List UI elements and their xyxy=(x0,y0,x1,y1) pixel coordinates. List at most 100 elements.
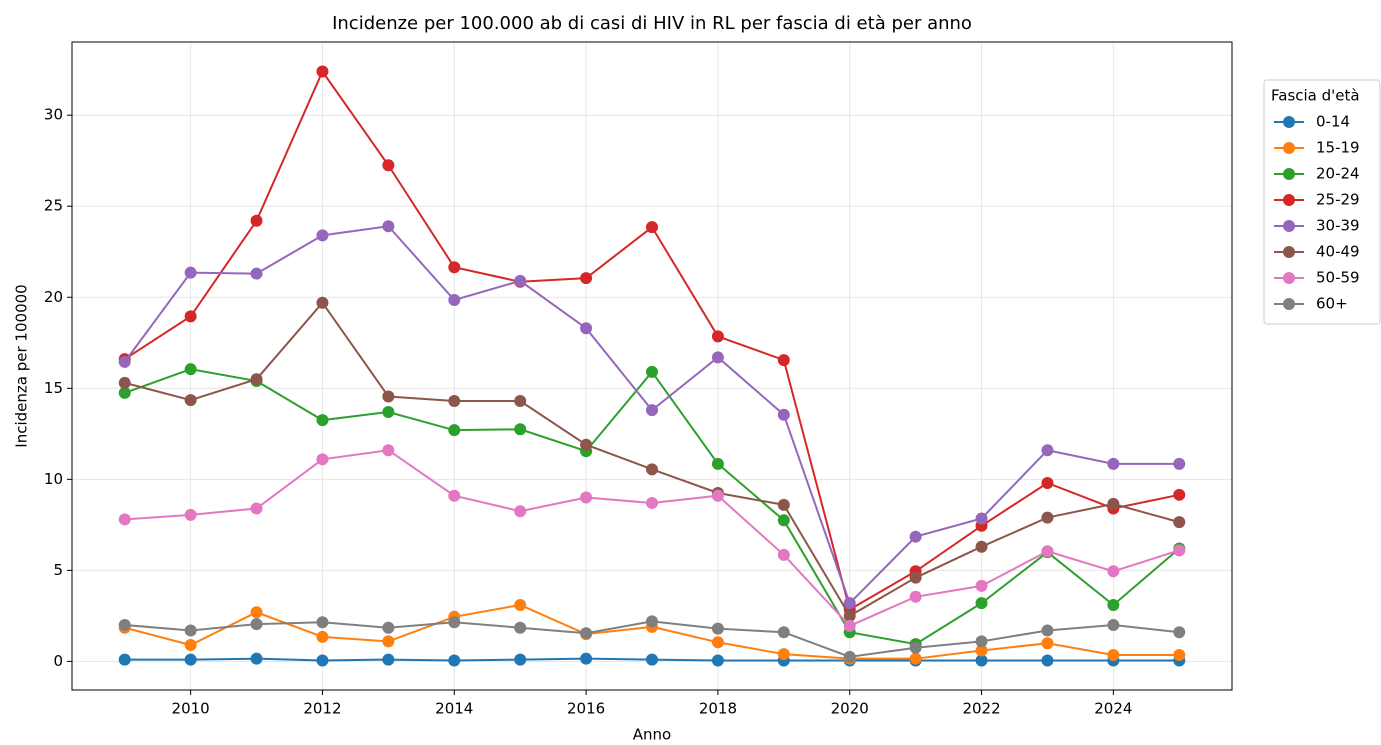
data-point xyxy=(580,438,593,451)
legend-label: 0-14 xyxy=(1316,113,1350,131)
x-tick-label: 2014 xyxy=(435,700,473,718)
legend-box xyxy=(1263,79,1381,325)
x-axis-label: Anno xyxy=(633,726,671,744)
y-tick-label: 30 xyxy=(44,106,63,124)
data-point xyxy=(975,635,988,648)
data-point xyxy=(975,579,988,592)
data-point xyxy=(580,272,593,285)
data-point xyxy=(909,530,922,543)
data-point xyxy=(382,653,395,666)
y-axis-label: Incidenza per 100000 xyxy=(13,284,31,447)
data-point xyxy=(711,330,724,343)
data-point xyxy=(316,229,329,242)
data-point xyxy=(448,654,461,667)
data-point xyxy=(1107,497,1120,510)
x-tick-label: 2010 xyxy=(172,700,210,718)
data-point xyxy=(1041,444,1054,457)
data-point xyxy=(118,618,131,631)
data-point xyxy=(448,424,461,437)
data-point xyxy=(250,267,263,280)
y-tick-label: 10 xyxy=(44,470,63,488)
data-point xyxy=(646,404,658,417)
data-point xyxy=(1041,476,1054,489)
data-point xyxy=(646,653,658,666)
plot-frame xyxy=(71,41,1233,691)
data-point xyxy=(184,508,197,521)
data-point xyxy=(646,365,658,378)
data-point xyxy=(184,310,197,323)
x-tick-label: 2022 xyxy=(962,700,1000,718)
data-point xyxy=(975,540,988,553)
data-point xyxy=(118,376,131,389)
data-point xyxy=(184,394,197,407)
data-point xyxy=(448,489,461,502)
data-point xyxy=(1041,545,1054,558)
legend-label: 60+ xyxy=(1316,295,1348,313)
legend-label: 20-24 xyxy=(1316,165,1360,183)
data-point xyxy=(975,597,988,610)
data-point xyxy=(514,598,527,611)
data-point xyxy=(580,491,593,504)
data-point xyxy=(1041,637,1054,650)
data-point xyxy=(316,453,329,466)
data-point xyxy=(1173,626,1186,639)
data-point xyxy=(777,648,790,661)
x-tick-label: 2020 xyxy=(831,700,869,718)
legend-label: 40-49 xyxy=(1316,243,1360,261)
data-point xyxy=(250,373,263,386)
data-point xyxy=(448,395,461,408)
data-point xyxy=(1173,516,1186,529)
data-point xyxy=(580,652,593,665)
data-point xyxy=(777,514,790,527)
data-point xyxy=(777,548,790,561)
data-point xyxy=(250,214,263,227)
y-tick-label: 0 xyxy=(53,652,63,670)
data-point xyxy=(382,220,395,233)
x-tick-label: 2024 xyxy=(1094,700,1132,718)
data-point xyxy=(843,619,856,632)
data-point xyxy=(184,653,197,666)
y-tick-label: 25 xyxy=(44,197,63,215)
legend-swatch-marker xyxy=(1283,116,1295,128)
data-point xyxy=(316,296,329,309)
x-tick-label: 2012 xyxy=(303,700,341,718)
data-point xyxy=(580,627,593,640)
data-point xyxy=(975,512,988,525)
data-point xyxy=(711,654,724,667)
data-point xyxy=(1041,654,1054,667)
data-point xyxy=(646,221,658,234)
y-tick-label: 15 xyxy=(44,379,63,397)
legend-label: 15-19 xyxy=(1316,139,1360,157)
data-point xyxy=(184,639,197,652)
data-point xyxy=(777,626,790,639)
legend-title: Fascia d'età xyxy=(1271,87,1360,105)
data-point xyxy=(1107,457,1120,470)
data-point xyxy=(777,354,790,367)
legend-swatch-marker xyxy=(1283,298,1295,310)
data-point xyxy=(1107,618,1120,631)
data-point xyxy=(250,652,263,665)
data-point xyxy=(909,590,922,603)
data-point xyxy=(316,630,329,643)
data-point xyxy=(184,624,197,637)
data-point xyxy=(184,363,197,376)
series-line xyxy=(124,301,1180,618)
data-point xyxy=(909,652,922,665)
data-point xyxy=(777,408,790,421)
data-point xyxy=(1041,511,1054,524)
data-point xyxy=(1173,488,1186,501)
legend-swatch-marker xyxy=(1283,272,1295,284)
data-point xyxy=(316,65,329,78)
data-point xyxy=(1041,624,1054,637)
data-point xyxy=(1173,457,1186,470)
legend-label: 25-29 xyxy=(1316,191,1360,209)
legend-label: 30-39 xyxy=(1316,217,1360,235)
legend-swatch-marker xyxy=(1283,142,1295,154)
data-point xyxy=(711,457,724,470)
legend-swatch-marker xyxy=(1283,220,1295,232)
data-point xyxy=(382,444,395,457)
data-point xyxy=(448,261,461,274)
data-point xyxy=(514,505,527,518)
data-point xyxy=(514,621,527,634)
data-point xyxy=(382,635,395,648)
